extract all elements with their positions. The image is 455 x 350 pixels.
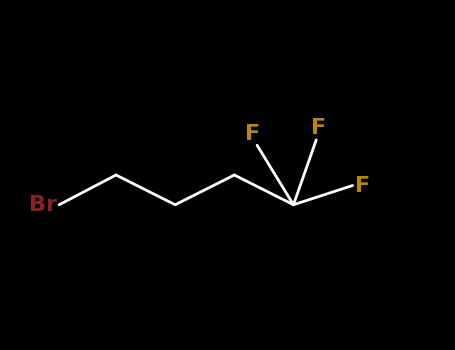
Text: Br: Br (29, 195, 57, 215)
Text: F: F (245, 124, 260, 144)
Text: F: F (311, 118, 326, 138)
Text: F: F (355, 175, 370, 196)
